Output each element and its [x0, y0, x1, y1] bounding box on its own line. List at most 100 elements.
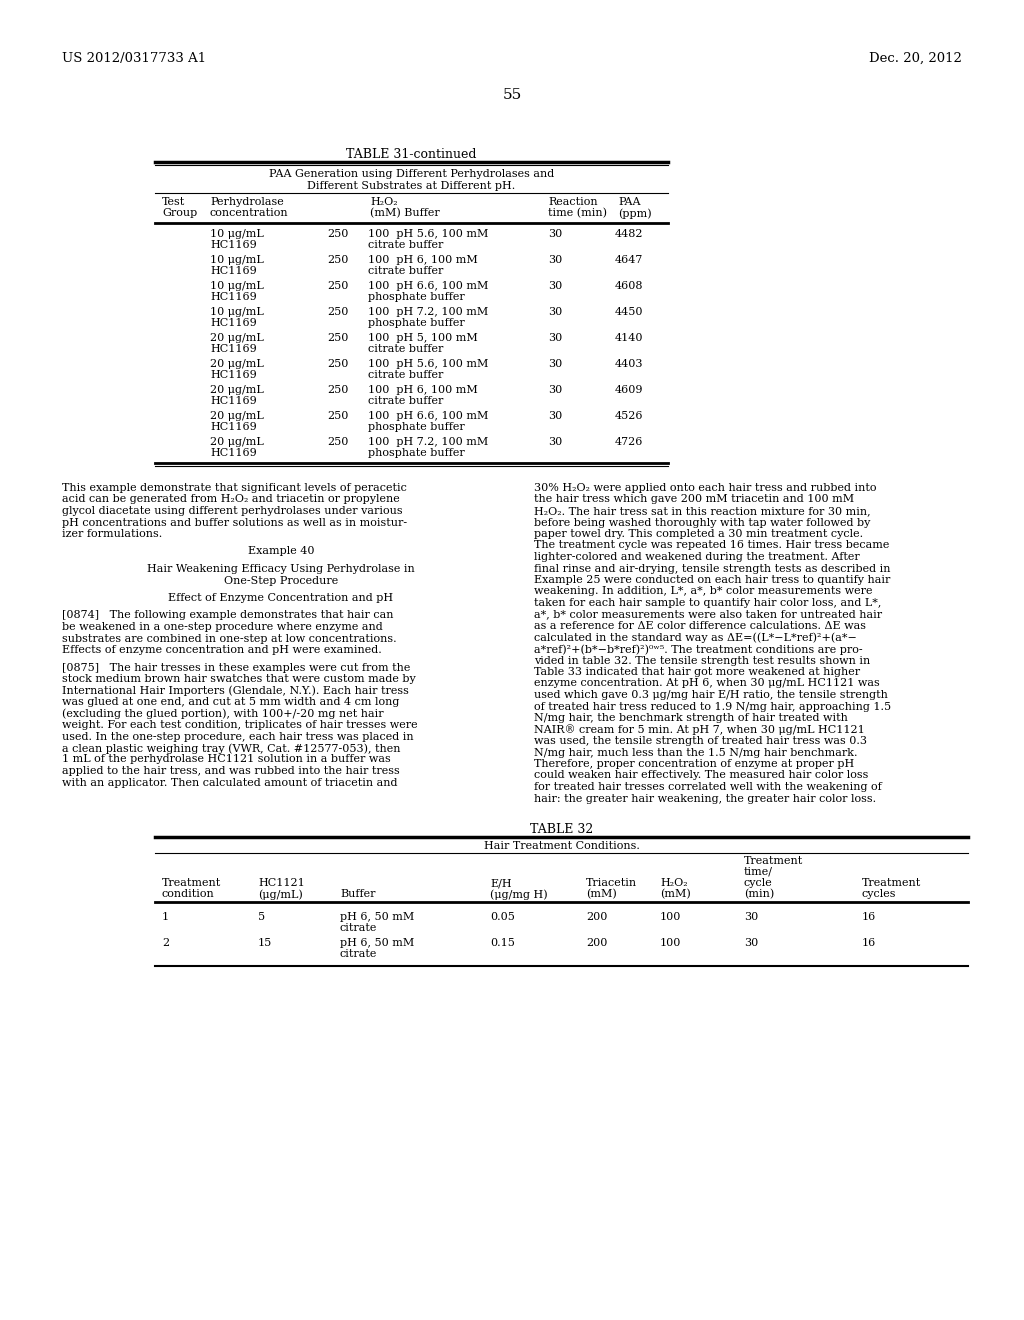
Text: was used, the tensile strength of treated hair tress was 0.3: was used, the tensile strength of treate…	[534, 737, 867, 746]
Text: HC1169: HC1169	[210, 370, 257, 380]
Text: 4647: 4647	[615, 255, 643, 265]
Text: Reaction: Reaction	[548, 197, 598, 207]
Text: 100  pH 6, 100 mM: 100 pH 6, 100 mM	[368, 385, 478, 395]
Text: 100  pH 5.6, 100 mM: 100 pH 5.6, 100 mM	[368, 228, 488, 239]
Text: (μg/mg H): (μg/mg H)	[490, 888, 548, 899]
Text: Treatment: Treatment	[162, 878, 221, 888]
Text: HC1169: HC1169	[210, 318, 257, 327]
Text: 250: 250	[327, 333, 348, 343]
Text: 10 μg/mL: 10 μg/mL	[210, 308, 264, 317]
Text: as a reference for ΔE color difference calculations. ΔE was: as a reference for ΔE color difference c…	[534, 620, 866, 631]
Text: of treated hair tress reduced to 1.9 N/mg hair, approaching 1.5: of treated hair tress reduced to 1.9 N/m…	[534, 701, 891, 711]
Text: H₂O₂: H₂O₂	[370, 197, 397, 207]
Text: PAA Generation using Different Perhydrolases and: PAA Generation using Different Perhydrol…	[269, 169, 554, 180]
Text: 20 μg/mL: 20 μg/mL	[210, 437, 264, 447]
Text: [0874]   The following example demonstrates that hair can: [0874] The following example demonstrate…	[62, 610, 393, 620]
Text: 100  pH 6, 100 mM: 100 pH 6, 100 mM	[368, 255, 478, 265]
Text: (mM): (mM)	[660, 888, 691, 899]
Text: a clean plastic weighing tray (VWR, Cat. #12577-053), then: a clean plastic weighing tray (VWR, Cat.…	[62, 743, 400, 754]
Text: concentration: concentration	[210, 209, 289, 218]
Text: 0.15: 0.15	[490, 939, 515, 948]
Text: phosphate buffer: phosphate buffer	[368, 292, 465, 302]
Text: calculated in the standard way as ΔE=((L*−L*ref)²+(a*−: calculated in the standard way as ΔE=((L…	[534, 632, 857, 643]
Text: 20 μg/mL: 20 μg/mL	[210, 411, 264, 421]
Text: Hair Treatment Conditions.: Hair Treatment Conditions.	[483, 841, 639, 851]
Text: Table 33 indicated that hair got more weakened at higher: Table 33 indicated that hair got more we…	[534, 667, 860, 677]
Text: HC1169: HC1169	[210, 267, 257, 276]
Text: was glued at one end, and cut at 5 mm width and 4 cm long: was glued at one end, and cut at 5 mm wi…	[62, 697, 399, 708]
Text: 30: 30	[744, 912, 758, 921]
Text: The treatment cycle was repeated 16 times. Hair tress became: The treatment cycle was repeated 16 time…	[534, 540, 890, 550]
Text: 55: 55	[503, 88, 521, 102]
Text: 4450: 4450	[615, 308, 643, 317]
Text: 30: 30	[548, 228, 562, 239]
Text: (excluding the glued portion), with 100+/-20 mg net hair: (excluding the glued portion), with 100+…	[62, 709, 384, 719]
Text: 20 μg/mL: 20 μg/mL	[210, 333, 264, 343]
Text: 250: 250	[327, 308, 348, 317]
Text: 4526: 4526	[615, 411, 643, 421]
Text: final rinse and air-drying, tensile strength tests as described in: final rinse and air-drying, tensile stre…	[534, 564, 891, 573]
Text: citrate: citrate	[340, 949, 378, 960]
Text: N/mg hair, the benchmark strength of hair treated with: N/mg hair, the benchmark strength of hai…	[534, 713, 848, 723]
Text: 250: 250	[327, 411, 348, 421]
Text: Triacetin: Triacetin	[586, 878, 637, 888]
Text: cycle: cycle	[744, 878, 773, 888]
Text: 4140: 4140	[615, 333, 643, 343]
Text: Treatment: Treatment	[744, 855, 803, 866]
Text: Therefore, proper concentration of enzyme at proper pH: Therefore, proper concentration of enzym…	[534, 759, 854, 770]
Text: 4482: 4482	[615, 228, 643, 239]
Text: TABLE 32: TABLE 32	[529, 822, 593, 836]
Text: citrate buffer: citrate buffer	[368, 345, 443, 354]
Text: 30: 30	[548, 359, 562, 370]
Text: phosphate buffer: phosphate buffer	[368, 318, 465, 327]
Text: N/mg hair, much less than the 1.5 N/mg hair benchmark.: N/mg hair, much less than the 1.5 N/mg h…	[534, 747, 857, 758]
Text: substrates are combined in one-step at low concentrations.: substrates are combined in one-step at l…	[62, 634, 396, 644]
Text: 30: 30	[744, 939, 758, 948]
Text: 30: 30	[548, 281, 562, 290]
Text: citrate buffer: citrate buffer	[368, 370, 443, 380]
Text: hair: the greater hair weakening, the greater hair color loss.: hair: the greater hair weakening, the gr…	[534, 793, 877, 804]
Text: HC1169: HC1169	[210, 345, 257, 354]
Text: 100  pH 6.6, 100 mM: 100 pH 6.6, 100 mM	[368, 411, 488, 421]
Text: 250: 250	[327, 281, 348, 290]
Text: HC1169: HC1169	[210, 292, 257, 302]
Text: acid can be generated from H₂O₂ and triacetin or propylene: acid can be generated from H₂O₂ and tria…	[62, 495, 399, 504]
Text: H₂O₂: H₂O₂	[660, 878, 688, 888]
Text: PAA: PAA	[618, 197, 640, 207]
Text: pH 6, 50 mM: pH 6, 50 mM	[340, 939, 415, 948]
Text: time (min): time (min)	[548, 209, 607, 218]
Text: 100  pH 5, 100 mM: 100 pH 5, 100 mM	[368, 333, 478, 343]
Text: 4609: 4609	[615, 385, 643, 395]
Text: 200: 200	[586, 912, 607, 921]
Text: 250: 250	[327, 255, 348, 265]
Text: 250: 250	[327, 385, 348, 395]
Text: pH 6, 50 mM: pH 6, 50 mM	[340, 912, 415, 921]
Text: Buffer: Buffer	[340, 888, 376, 899]
Text: (μg/mL): (μg/mL)	[258, 888, 303, 899]
Text: pH concentrations and buffer solutions as well as in moistur-: pH concentrations and buffer solutions a…	[62, 517, 408, 528]
Text: for treated hair tresses correlated well with the weakening of: for treated hair tresses correlated well…	[534, 781, 882, 792]
Text: a*, b* color measurements were also taken for untreated hair: a*, b* color measurements were also take…	[534, 610, 882, 619]
Text: 100  pH 6.6, 100 mM: 100 pH 6.6, 100 mM	[368, 281, 488, 290]
Text: (min): (min)	[744, 888, 774, 899]
Text: paper towel dry. This completed a 30 min treatment cycle.: paper towel dry. This completed a 30 min…	[534, 529, 863, 539]
Text: (mM): (mM)	[586, 888, 616, 899]
Text: 30: 30	[548, 308, 562, 317]
Text: before being washed thoroughly with tap water followed by: before being washed thoroughly with tap …	[534, 517, 870, 528]
Text: izer formulations.: izer formulations.	[62, 529, 162, 539]
Text: citrate buffer: citrate buffer	[368, 267, 443, 276]
Text: 0.05: 0.05	[490, 912, 515, 921]
Text: 250: 250	[327, 359, 348, 370]
Text: Group: Group	[162, 209, 198, 218]
Text: stock medium brown hair swatches that were custom made by: stock medium brown hair swatches that we…	[62, 675, 416, 684]
Text: citrate: citrate	[340, 923, 378, 933]
Text: enzyme concentration. At pH 6, when 30 μg/mL HC1121 was: enzyme concentration. At pH 6, when 30 μ…	[534, 678, 880, 689]
Text: TABLE 31-continued: TABLE 31-continued	[346, 148, 477, 161]
Text: HC1169: HC1169	[210, 240, 257, 249]
Text: 15: 15	[258, 939, 272, 948]
Text: condition: condition	[162, 888, 215, 899]
Text: 10 μg/mL: 10 μg/mL	[210, 281, 264, 290]
Text: Effect of Enzyme Concentration and pH: Effect of Enzyme Concentration and pH	[168, 593, 393, 603]
Text: citrate buffer: citrate buffer	[368, 396, 443, 407]
Text: a*ref)²+(b*−b*ref)²)⁰ʷ⁵. The treatment conditions are pro-: a*ref)²+(b*−b*ref)²)⁰ʷ⁵. The treatment c…	[534, 644, 862, 655]
